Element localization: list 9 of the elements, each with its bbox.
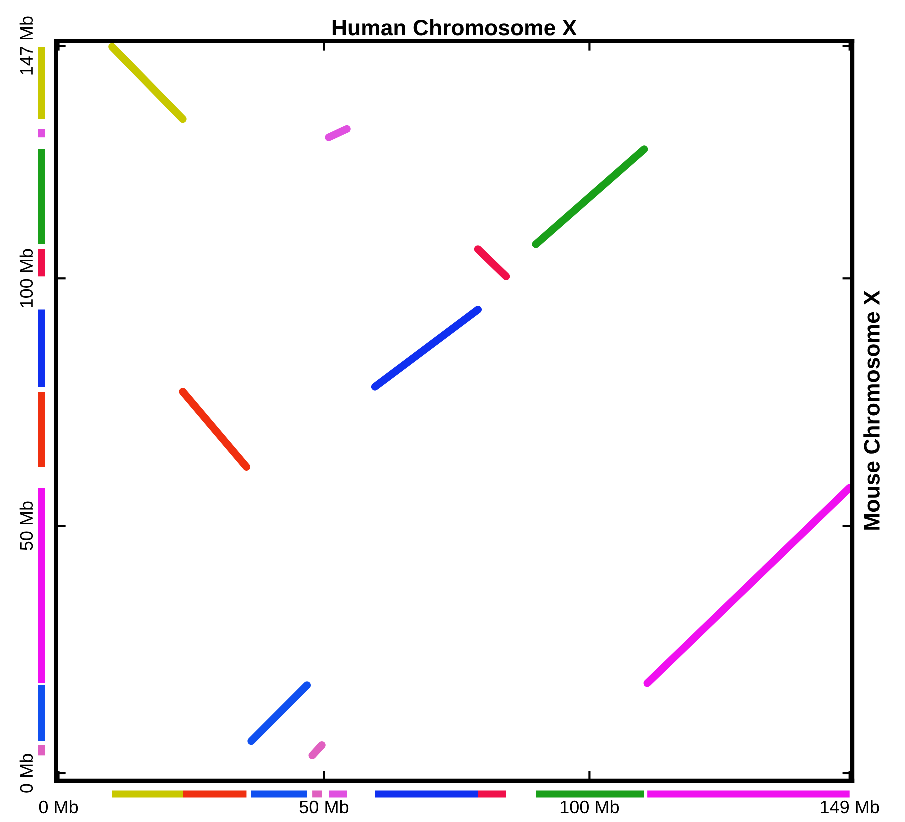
x-tick-label: 50 Mb [300,800,349,814]
y-axis-title: Mouse Chromosome X [864,290,880,530]
y-tick-label: 100 Mb [20,249,34,308]
x-tick-label: 0 Mb [39,800,78,814]
y-tick-label: 50 Mb [20,502,34,550]
x-tick-label: 149 Mb [821,800,880,814]
x-tick-label: 100 Mb [560,800,620,814]
y-tick-label: 147 Mb [20,16,34,75]
chart-title: Human Chromosome X [332,19,577,36]
